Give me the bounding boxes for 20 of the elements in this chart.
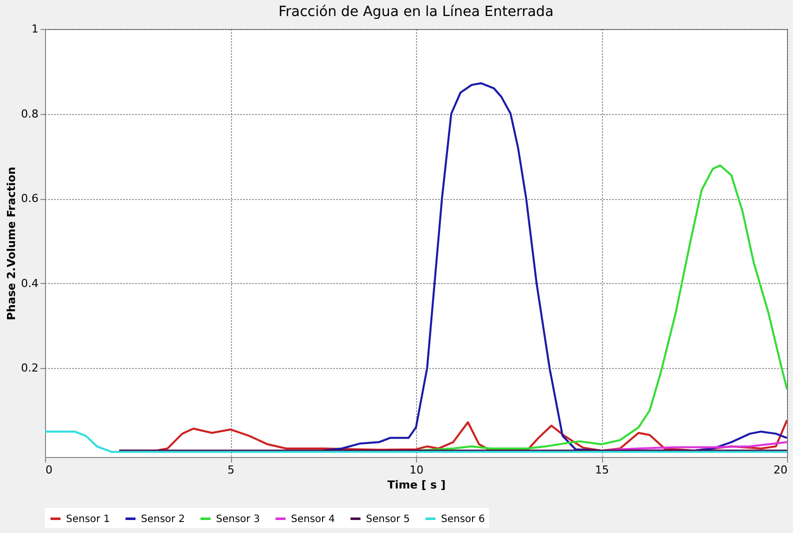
chart-title: Fracción de Agua en la Línea Enterrada: [278, 4, 554, 20]
x-tick-label: 20: [774, 464, 788, 476]
x-tick-label: 0: [46, 464, 52, 476]
legend-label: Sensor 2: [141, 514, 185, 525]
y-tick-label: 0.6: [21, 192, 38, 206]
legend-label: Sensor 1: [66, 514, 110, 525]
x-tick-label: 5: [228, 464, 234, 476]
y-tick-label: 0.2: [21, 362, 38, 375]
y-tick-label: 1: [32, 22, 38, 36]
legend-label: Sensor 5: [366, 514, 410, 525]
legend-label: Sensor 3: [216, 514, 260, 525]
legend-label: Sensor 4: [291, 514, 335, 525]
legend-label: Sensor 6: [441, 514, 485, 525]
y-tick-label: 0.8: [21, 107, 38, 120]
y-tick-label: 0.4: [21, 276, 38, 290]
line-series: [45, 430, 787, 453]
x-axis-title: Time [ s ]: [387, 478, 446, 492]
x-tick-label: 10: [410, 464, 424, 476]
x-tick-label: 15: [595, 464, 609, 476]
y-axis-title: Phase 2.Volume Fraction: [5, 166, 18, 320]
